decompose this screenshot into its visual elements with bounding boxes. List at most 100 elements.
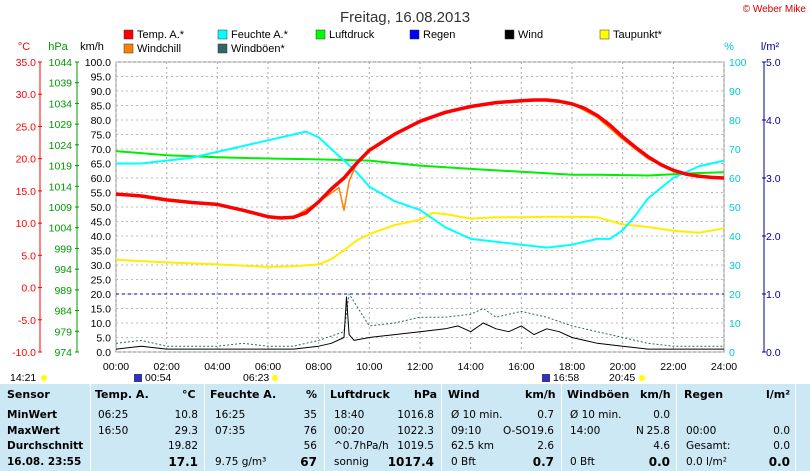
humidity-header: Feuchte A. xyxy=(210,388,277,401)
legend: Temp. A.* Feuchte A.* Luftdruck Regen Wind Ta… xyxy=(123,29,663,55)
tick-wind: 85.0 xyxy=(91,101,112,113)
tick-pressure: 1034 xyxy=(49,98,73,110)
axis-unit-wind: km/h xyxy=(80,41,104,53)
tick-pressure: 999 xyxy=(54,243,72,255)
wind-unit: km/h xyxy=(525,388,556,401)
legend-label: Windchill xyxy=(137,43,181,55)
tick-wind: 50.0 xyxy=(91,202,112,214)
legend-swatch xyxy=(599,29,610,40)
marker-dot xyxy=(41,375,47,381)
tick-wind: 70.0 xyxy=(91,144,112,156)
gusts-avg-value: 0.0 xyxy=(653,409,670,421)
marker-dot xyxy=(639,375,645,381)
tick-x: 22:00 xyxy=(660,361,686,373)
series-lines xyxy=(115,98,725,350)
pressure-current-value: 1017.4 xyxy=(387,455,434,469)
tick-temp: -5.0 xyxy=(18,315,36,327)
wind-avg-value: 0.7 xyxy=(537,409,554,421)
rain-total-label: Gesamt: xyxy=(686,440,731,452)
pressure-max-value: 1022.3 xyxy=(397,425,434,437)
tick-x: 04:00 xyxy=(204,361,230,373)
rain-max-time: 00:00 xyxy=(686,425,717,437)
gusts-bft: 0 Bft xyxy=(570,456,595,468)
rain-unit: l/m² xyxy=(766,388,791,401)
wind-current-value: 0.7 xyxy=(532,455,554,469)
tick-labels: 35.0 30.0 25.0 20.0 15.0 10.0 5.0 0.0 -5.0 -10.0 1… xyxy=(12,57,781,373)
tick-humidity: 80 xyxy=(729,115,741,127)
tick-wind: 75.0 xyxy=(91,130,112,142)
rain-header: Regen xyxy=(684,388,724,401)
marker-label: 16:58 xyxy=(553,372,579,384)
temp-header: Temp. A. xyxy=(95,388,149,401)
tick-rain: 2.0 xyxy=(766,231,781,243)
gusts-max-value: 25.8 xyxy=(646,425,670,437)
legend-swatch xyxy=(409,29,420,40)
tick-temp: 20.0 xyxy=(16,154,37,166)
axis-unit-rain: l/m² xyxy=(761,41,780,53)
marker-label: 14:21 xyxy=(10,372,36,384)
gusts-header: Windböen xyxy=(567,388,630,401)
rain-max-value: 0.0 xyxy=(773,425,790,437)
pressure-min-time: 18:40 xyxy=(334,409,365,421)
tick-wind: 15.0 xyxy=(91,304,112,316)
axis-unit-labels: °C hPa km/h% l/m² xyxy=(18,41,780,53)
series-line xyxy=(115,98,725,220)
row-label-max: MaxWert xyxy=(7,425,60,437)
legend-swatch xyxy=(315,29,326,40)
series-line xyxy=(115,211,725,268)
legend-label: Windböen* xyxy=(231,43,286,55)
tick-wind: 45.0 xyxy=(91,217,112,229)
tick-wind: 5.0 xyxy=(96,333,111,345)
series-line xyxy=(115,150,725,177)
tick-x: 12:00 xyxy=(407,361,433,373)
humidity-max-time: 07:35 xyxy=(215,425,246,437)
rain-current-value: 0.0 xyxy=(768,455,790,469)
tick-wind: 0.0 xyxy=(96,347,111,359)
tick-temp: 35.0 xyxy=(16,57,37,69)
tick-humidity: 40 xyxy=(729,231,741,243)
humidity-min-value: 35 xyxy=(303,409,317,421)
tick-rain: 4.0 xyxy=(766,115,781,127)
tick-pressure: 989 xyxy=(54,285,72,297)
chart-background xyxy=(0,0,810,384)
marker-icon xyxy=(134,374,142,382)
humidity-current-value: 67 xyxy=(300,455,317,469)
sensor-header: Sensor xyxy=(7,388,50,401)
tick-wind: 35.0 xyxy=(91,246,112,258)
wind-bft: 0 Bft xyxy=(451,456,476,468)
legend-label: Temp. A.* xyxy=(137,29,185,41)
credit-label: © Weber Mike xyxy=(743,4,807,15)
tick-x: 16:00 xyxy=(508,361,534,373)
legend-label: Regen xyxy=(423,29,455,41)
rain-total-value: 0.0 xyxy=(773,440,790,452)
pressure-trend: ^0.7hPa/h xyxy=(334,440,389,452)
legend-swatch xyxy=(123,29,134,40)
pressure-unit: hPa xyxy=(414,388,438,401)
tick-x: 14:00 xyxy=(458,361,484,373)
chart-title: Freitag, 16.08.2013 xyxy=(340,9,470,26)
legend-swatch xyxy=(217,43,228,54)
tick-rain: 5.0 xyxy=(766,57,781,69)
temp-current-value: 17.1 xyxy=(168,455,198,469)
tick-humidity: 100 xyxy=(729,57,747,69)
tick-wind: 55.0 xyxy=(91,188,112,200)
tick-wind: 100.0 xyxy=(85,57,111,69)
tick-humidity: 70 xyxy=(729,144,741,156)
tick-pressure: 1039 xyxy=(49,78,73,90)
tick-pressure: 1044 xyxy=(49,57,73,69)
wind-header: Wind xyxy=(448,388,480,401)
humidity-unit: % xyxy=(306,388,318,401)
tick-wind: 65.0 xyxy=(91,159,112,171)
tick-temp: 15.0 xyxy=(16,186,37,198)
row-label-avg: Durchschnitt xyxy=(7,440,84,452)
tick-wind: 20.0 xyxy=(91,289,112,301)
humidity-avg-value: 56 xyxy=(303,440,317,452)
tick-wind: 40.0 xyxy=(91,231,112,243)
tick-wind: 30.0 xyxy=(91,260,112,272)
axis-unit-temp: °C xyxy=(18,41,30,53)
series-line xyxy=(116,130,725,249)
gusts-mean-value: 4.6 xyxy=(653,440,670,452)
tick-pressure: 979 xyxy=(54,326,72,338)
tick-x: 02:00 xyxy=(154,361,180,373)
tick-wind: 95.0 xyxy=(91,72,112,84)
